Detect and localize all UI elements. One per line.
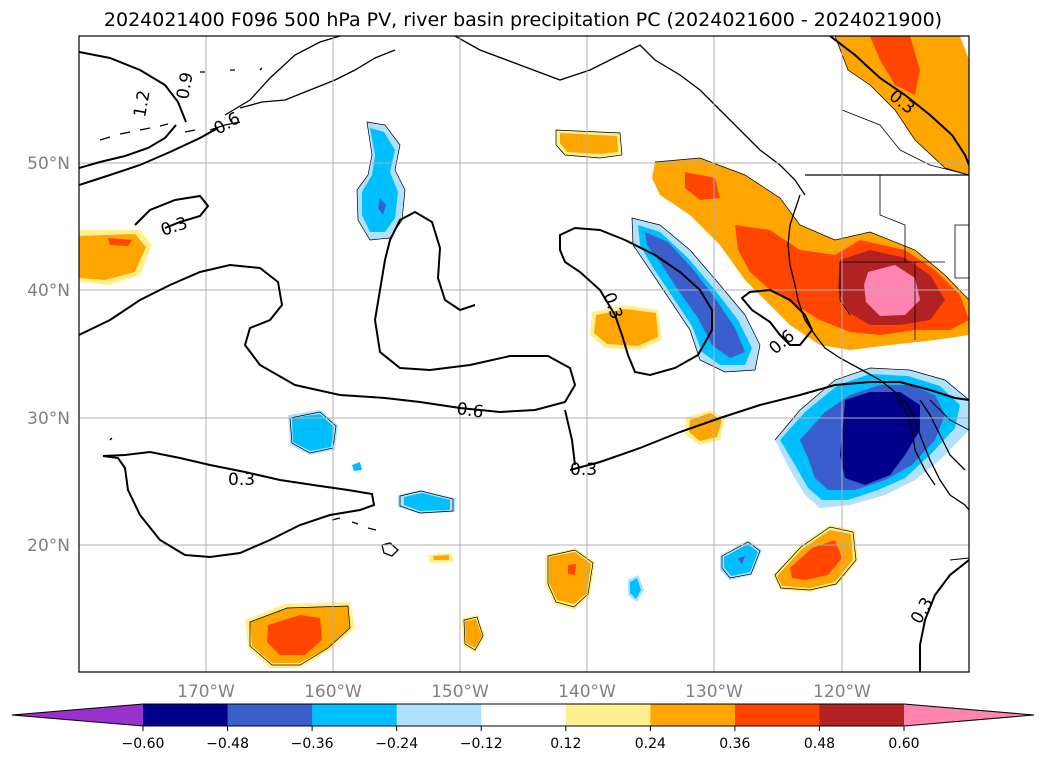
map-area: 1.2 0.9 0.6 0.3 0.3 0.6 0.3 0.6 0.3 0.3 … — [79, 36, 969, 672]
lat-labels: 50°N 40°N 30°N 20°N — [27, 154, 70, 556]
colorbar-tick-label: −0.12 — [460, 736, 503, 752]
colorbar-segment — [481, 704, 567, 726]
lon-label: 130°W — [685, 682, 743, 702]
lat-label: 50°N — [27, 154, 70, 174]
pv-contour-0-3-southeast — [919, 559, 969, 672]
colorbar-extend-max — [904, 704, 1034, 726]
pv-contour-0-9 — [79, 51, 187, 123]
colorbar-tick-label: 0.48 — [804, 736, 835, 752]
pv-contour-0-3-east — [569, 381, 969, 471]
contour-label: 0.3 — [570, 460, 597, 480]
colorbar-segment — [312, 704, 398, 726]
lon-label: 120°W — [813, 682, 871, 702]
colorbar-segment — [819, 704, 905, 726]
precip-outline-layer — [249, 36, 969, 666]
colorbar-extend-min — [12, 704, 143, 726]
precip-blob-hawaii — [404, 493, 450, 511]
pv-contour-0-6-north — [79, 127, 219, 186]
precip-blob-west — [79, 234, 146, 280]
pv-contour-0-6-main — [79, 210, 577, 414]
lat-label: 40°N — [27, 281, 70, 301]
colorbar-segment — [734, 704, 820, 726]
lon-labels: 170°W 160°W 150°W 140°W 130°W 120°W — [177, 682, 871, 702]
pv-contour-0-6-ca — [740, 288, 814, 346]
lon-label: 160°W — [304, 682, 362, 702]
colorbar-tick-label: −0.36 — [291, 736, 334, 752]
colorbar-tick-label: 0.12 — [550, 736, 581, 752]
lon-label: 140°W — [558, 682, 616, 702]
precip-blob-17n — [549, 552, 591, 604]
colorbar-tick-label: 0.36 — [719, 736, 750, 752]
contour-label: 0.9 — [173, 71, 197, 101]
colorbar-segment — [227, 704, 313, 726]
precip-blob-hawaii-north — [292, 414, 334, 451]
pv-contour-0-3-main — [559, 226, 713, 377]
map-border — [78, 35, 970, 673]
colorbar-tick-label: 0.60 — [888, 736, 919, 752]
precip-blob-38n — [594, 309, 658, 346]
colorbar-segment — [396, 704, 482, 726]
contour-label: 0.6 — [455, 399, 485, 423]
colorbar-segment — [143, 704, 229, 726]
map-title: 2024021400 F096 500 hPa PV, river basin … — [104, 9, 942, 31]
pv-contour-layer — [79, 36, 969, 672]
pv-contour-0-3-loop — [134, 194, 210, 229]
precip-blob-north — [835, 36, 969, 175]
colorbar-segment — [565, 704, 651, 726]
colorbar-tick-label: −0.48 — [206, 736, 249, 752]
lat-label: 30°N — [27, 409, 70, 429]
lat-label: 20°N — [27, 536, 70, 556]
colorbar-segment — [650, 704, 736, 726]
graticule-layer — [79, 36, 969, 672]
lon-label: 170°W — [177, 682, 235, 702]
colorbar: −0.60 −0.48 −0.36 −0.24 −0.12 0.12 0.24 0.36 0.4… — [11, 703, 1035, 752]
pv-contour-0-3-northeast — [829, 36, 969, 166]
colorbar-tick-label: 0.24 — [635, 736, 666, 752]
pv-contour-1-2 — [79, 124, 177, 169]
contour-label: 1.2 — [130, 89, 154, 119]
colorbar-tick-label: −0.24 — [375, 736, 418, 752]
lon-label: 150°W — [431, 682, 489, 702]
coastline-layer — [99, 36, 969, 561]
contour-label: 0.3 — [228, 470, 255, 490]
pv-contour-0-3-south — [102, 450, 376, 559]
colorbar-tick-label: −0.60 — [122, 736, 165, 752]
